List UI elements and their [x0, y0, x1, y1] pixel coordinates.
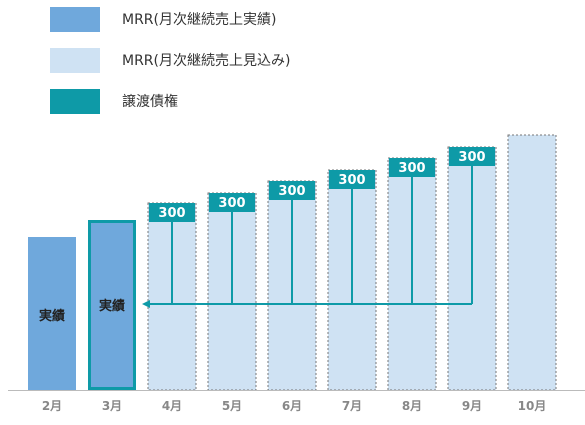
receivable-tag-6月 [269, 181, 315, 200]
receivable-tag-8月 [389, 158, 435, 177]
legend-swatch-receivables [50, 88, 100, 114]
x-tick-label-10月: 10月 [518, 399, 547, 413]
receivable-value-9月: 300 [458, 150, 485, 165]
receivable-value-7月: 300 [338, 173, 365, 188]
bar-10月 [507, 134, 557, 391]
x-tick-label-6月: 6月 [282, 399, 302, 413]
legend-label-forecast: MRR(月次継続売上見込み) [122, 53, 291, 69]
x-tick-label-4月: 4月 [162, 399, 182, 413]
receivable-value-5月: 300 [218, 196, 245, 211]
receivable-value-4月: 300 [158, 206, 185, 221]
bar-2月 [28, 237, 76, 390]
x-tick-label-2月: 2月 [42, 399, 62, 413]
receivable-tag-5月 [209, 193, 255, 212]
x-tick-label-8月: 8月 [402, 399, 422, 413]
receivable-value-6月: 300 [278, 184, 305, 199]
bar-text-2月: 実績 [39, 308, 65, 324]
receivable-tag-9月 [449, 147, 495, 166]
bar-3月 [88, 220, 136, 390]
x-tick-label-5月: 5月 [222, 399, 242, 413]
receivable-value-8月: 300 [398, 161, 425, 176]
legend: MRR(月次継続売上実績) MRR(月次継続売上見込み) 譲渡債権 [50, 6, 290, 129]
legend-item-actual-mrr: MRR(月次継続売上実績) [50, 6, 290, 32]
legend-label-receivables: 譲渡債権 [122, 94, 178, 110]
x-tick-label-7月: 7月 [342, 399, 362, 413]
legend-item-forecast-mrr: MRR(月次継続売上見込み) [50, 47, 290, 73]
legend-swatch-forecast [50, 47, 100, 73]
legend-swatch-actual [50, 6, 100, 32]
legend-label-actual: MRR(月次継続売上実績) [122, 12, 277, 28]
receivable-tag-4月 [149, 203, 195, 222]
legend-item-receivables: 譲渡債権 [50, 88, 290, 114]
receivable-tag-7月 [329, 170, 375, 189]
bar-text-3月: 実績 [99, 298, 125, 314]
x-tick-label-3月: 3月 [102, 399, 122, 413]
x-tick-label-9月: 9月 [462, 399, 482, 413]
